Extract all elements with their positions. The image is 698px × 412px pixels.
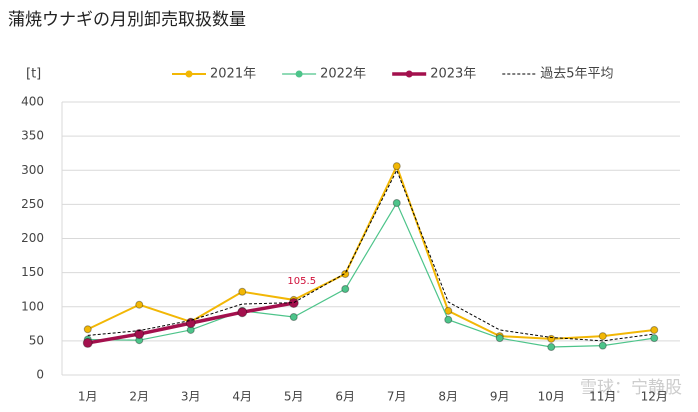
point bbox=[392, 199, 401, 208]
point bbox=[134, 329, 145, 340]
x-tick-label: 2月 bbox=[129, 390, 149, 404]
x-tick-label: 10月 bbox=[538, 390, 565, 404]
x-tick-label: 12月 bbox=[641, 390, 668, 404]
x-tick-label: 1月 bbox=[78, 390, 98, 404]
y-tick-label: 150 bbox=[21, 265, 44, 279]
y-tick-label: 250 bbox=[21, 197, 44, 211]
legend-marker bbox=[295, 70, 303, 78]
point bbox=[547, 334, 556, 343]
legend-item: 2021年 bbox=[172, 67, 256, 82]
point bbox=[650, 325, 659, 334]
series-line bbox=[87, 169, 655, 342]
x-tick-label: 3月 bbox=[181, 390, 201, 404]
point bbox=[82, 337, 93, 348]
y-tick-label: 300 bbox=[21, 163, 44, 177]
legend-item: 2023年 bbox=[392, 67, 476, 82]
series-line bbox=[87, 201, 655, 348]
point bbox=[341, 269, 350, 278]
y-tick-label: 200 bbox=[21, 231, 44, 245]
y-tick-label: 50 bbox=[29, 333, 44, 347]
x-tick-label: 11月 bbox=[589, 390, 616, 404]
x-tick-label: 6月 bbox=[335, 390, 355, 404]
x-tick-label: 4月 bbox=[232, 390, 252, 404]
y-axis-label: [t] bbox=[26, 67, 41, 82]
x-tick-label: 5月 bbox=[284, 390, 304, 404]
point bbox=[289, 312, 298, 321]
chart-title: 蒲焼ウナギの月別卸売取扱数量 bbox=[8, 10, 246, 30]
point bbox=[237, 307, 248, 318]
legend-label: 2022年 bbox=[320, 67, 366, 82]
point bbox=[650, 334, 659, 343]
legend-marker bbox=[185, 70, 193, 78]
point bbox=[392, 162, 401, 171]
point bbox=[495, 334, 504, 343]
x-tick-label: 9月 bbox=[490, 390, 510, 404]
point bbox=[598, 341, 607, 350]
data-label: 105.5 bbox=[287, 276, 316, 287]
point bbox=[547, 343, 556, 352]
point bbox=[135, 300, 144, 309]
point bbox=[83, 325, 92, 334]
legend-item: 2022年 bbox=[282, 67, 366, 82]
y-tick-label: 400 bbox=[21, 95, 44, 109]
point bbox=[341, 285, 350, 294]
legend-item: 過去5年平均 bbox=[502, 67, 614, 82]
x-tick-label: 8月 bbox=[438, 390, 458, 404]
point bbox=[444, 315, 453, 324]
series-line bbox=[87, 163, 655, 340]
legend-label: 過去5年平均 bbox=[540, 67, 613, 82]
y-tick-label: 0 bbox=[36, 368, 44, 382]
point bbox=[598, 332, 607, 341]
legend-label: 2023年 bbox=[430, 67, 476, 82]
point bbox=[185, 318, 196, 329]
y-tick-label: 100 bbox=[21, 299, 44, 313]
watermark: 雪球：宁静股 bbox=[580, 378, 682, 398]
point bbox=[238, 287, 247, 296]
legend-label: 2021年 bbox=[210, 67, 256, 82]
y-tick-label: 350 bbox=[21, 129, 44, 143]
x-tick-label: 7月 bbox=[387, 390, 407, 404]
legend-marker bbox=[405, 70, 413, 78]
